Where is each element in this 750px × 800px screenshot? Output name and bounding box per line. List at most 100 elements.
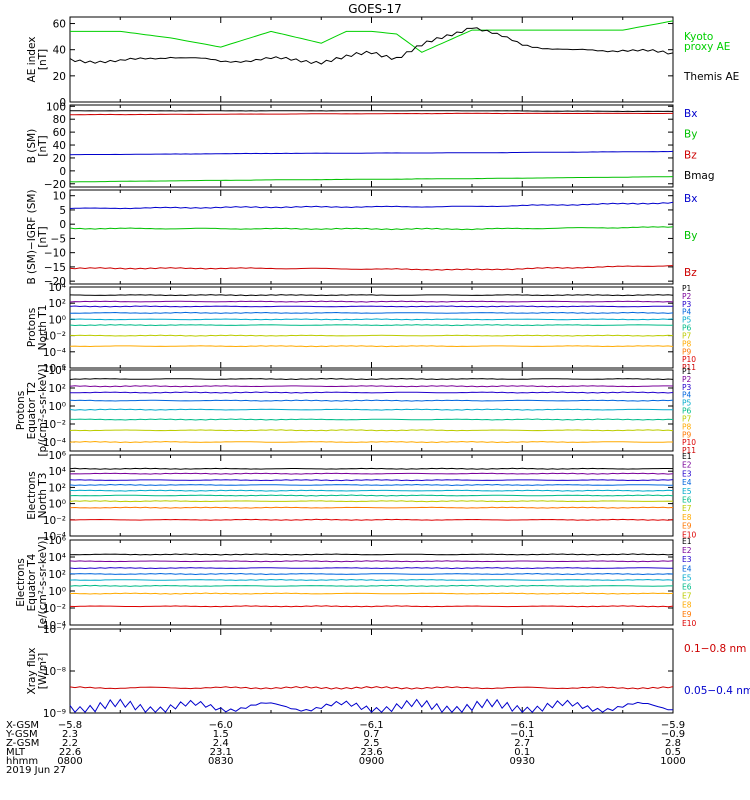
channel-label: P7: [682, 414, 692, 423]
ytick-label: 20: [53, 71, 66, 83]
footer-cell: 1.5: [213, 729, 229, 740]
footer-cell: 23.1: [210, 747, 232, 758]
ytick-label: −20: [44, 276, 66, 288]
ytick-label: 20: [53, 153, 66, 165]
series-line-e4: [69, 483, 673, 487]
series-line-e1: [69, 553, 674, 556]
channel-label: P7: [682, 331, 692, 340]
series-line-p6: [69, 324, 673, 327]
footer-cell: 2.8: [665, 738, 681, 749]
series-line-p6: [69, 418, 674, 421]
series-line-0-1-0-8-nm: [69, 686, 674, 690]
channel-label: E5: [682, 573, 692, 582]
footer-row-label: Z-GSM: [6, 738, 39, 749]
series-line-e5: [69, 578, 674, 581]
panel-frame: [69, 104, 674, 188]
channel-label: E8: [682, 601, 692, 610]
channel-label: E2: [682, 546, 692, 555]
panel-frame: [69, 628, 674, 714]
series-line-bx: [69, 150, 674, 156]
footer-cell: 1000: [660, 756, 685, 767]
y-axis-label-line: Protons: [15, 391, 27, 430]
y-axis-label: ElectronsEquator T4[e/(cm²-s-sr-keV)]: [15, 537, 49, 629]
footer-cell: −6.1: [359, 720, 383, 731]
footer-cell: 2.2: [62, 738, 78, 749]
ytick-label: 10: [53, 191, 66, 203]
channel-label: P11: [682, 363, 696, 372]
series-line-p7: [69, 334, 674, 337]
footer-cell: −6.0: [209, 720, 233, 731]
ytick-label: 0: [59, 166, 66, 178]
series-line-e3: [69, 567, 673, 570]
channel-label: P3: [682, 300, 692, 309]
series-line-e9: [69, 518, 674, 521]
channel-label: P8: [682, 339, 692, 348]
channel-label: E7: [682, 504, 692, 513]
y-axis-label-line: [nT]: [37, 49, 49, 70]
footer-cell: 2.3: [62, 729, 78, 740]
series-line-e3: [69, 479, 674, 482]
channel-label: E9: [682, 610, 692, 619]
channel-label: P4: [682, 308, 692, 317]
legend-label: 0.05−0.4 nm: [684, 685, 750, 697]
series-line-p5: [69, 318, 674, 321]
ytick-label: 10⁰: [48, 586, 66, 598]
channel-label: P1: [682, 284, 692, 293]
series-line-p4: [69, 311, 674, 314]
channel-label: P5: [682, 316, 692, 325]
legend-label: By: [684, 129, 697, 141]
legend-label: proxy AE: [684, 41, 730, 53]
channel-label: P1: [682, 367, 692, 376]
y-axis-label-line: Equator T2: [26, 382, 38, 440]
ytick-label: 10⁰: [48, 314, 66, 326]
series-line-e4: [69, 572, 674, 576]
series-line-e7: [69, 592, 674, 595]
ytick-label: 5: [59, 205, 66, 217]
footer-date: 2019 Jun 27: [6, 765, 66, 776]
series-line-kyoto-proxy-ae: [70, 20, 674, 53]
ytick-label: 10⁻⁴: [43, 347, 66, 359]
channel-label: P11: [682, 446, 696, 455]
ytick-label: 10⁻⁴: [43, 620, 66, 632]
ytick-label: 10²: [48, 482, 66, 494]
series-line-by: [69, 176, 674, 183]
y-axis-label: AE index[nT]: [26, 37, 49, 83]
ytick-label: −5: [51, 233, 66, 245]
series-line-bz: [69, 112, 673, 116]
channel-label: E3: [682, 469, 692, 478]
ytick-label: 10⁻²: [43, 515, 66, 527]
channel-label: P8: [682, 422, 692, 431]
ytick-label: 10⁻²: [43, 331, 66, 343]
y-axis-label-line: [nT]: [37, 226, 49, 247]
y-axis-label-line: AE index: [26, 37, 38, 83]
series-line-themis-ae: [69, 27, 674, 65]
ytick-label: 10⁻⁷: [43, 624, 66, 636]
ytick-label: 40: [53, 45, 66, 57]
y-axis-label-line: B (SM): [26, 129, 38, 163]
series-line-e5: [69, 489, 674, 492]
ytick-label: 60: [53, 127, 66, 139]
ytick-label: 10⁴: [48, 282, 66, 294]
channel-label: E9: [682, 522, 692, 531]
ytick-label: 10⁻²: [43, 603, 66, 615]
footer-row-label: Y-GSM: [5, 729, 38, 740]
footer-cell: −6.1: [510, 720, 534, 731]
channel-label: P9: [682, 347, 692, 356]
series-line-p7: [69, 429, 674, 432]
channel-label: E2: [682, 461, 692, 470]
footer-row-label: hhmm: [6, 756, 38, 767]
series-line-0-05-0-4-nm: [69, 698, 673, 714]
footer-cell: 0.1: [514, 747, 530, 758]
channel-label: P4: [682, 391, 692, 400]
series-line-p1: [69, 294, 674, 297]
y-axis-label: ProtonsEquator T2[p/(cm²-s-sr-keV)]: [15, 364, 49, 456]
channel-label: E6: [682, 583, 692, 592]
footer-cell: −0.9: [661, 729, 685, 740]
panel-frame: [69, 539, 674, 626]
